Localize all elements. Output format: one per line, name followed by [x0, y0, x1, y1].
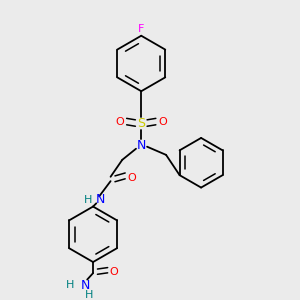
- Text: F: F: [138, 24, 144, 34]
- Text: H: H: [84, 195, 92, 205]
- Text: O: O: [116, 118, 124, 128]
- Text: N: N: [136, 139, 146, 152]
- Text: S: S: [137, 117, 145, 130]
- Text: N: N: [80, 279, 90, 292]
- Text: O: O: [127, 173, 136, 183]
- Text: H: H: [85, 290, 94, 300]
- Text: O: O: [158, 118, 167, 128]
- Text: N: N: [96, 193, 105, 206]
- Text: H: H: [66, 280, 75, 290]
- Text: O: O: [110, 267, 118, 277]
